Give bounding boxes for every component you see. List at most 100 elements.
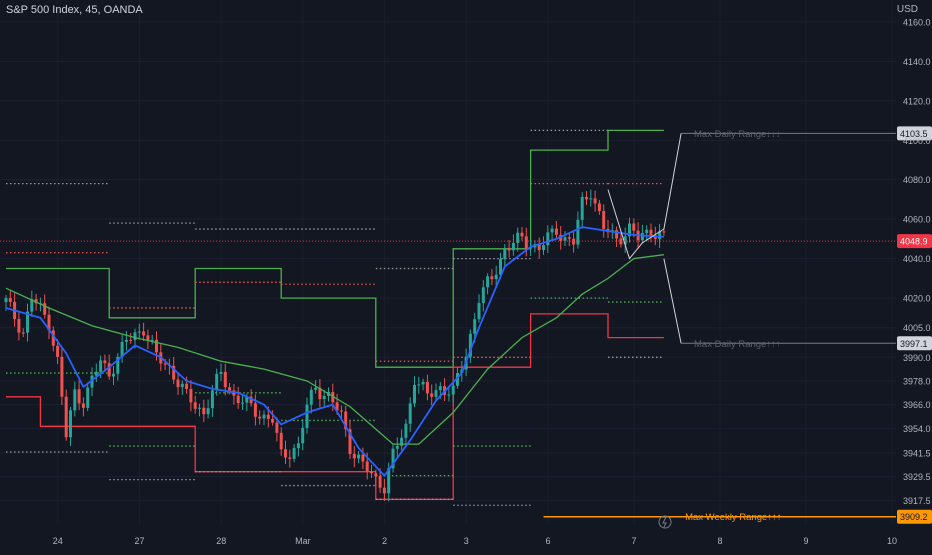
candle-body[interactable] xyxy=(499,259,502,275)
candle-body[interactable] xyxy=(219,371,223,374)
candle-body[interactable] xyxy=(649,229,653,236)
candle-body[interactable] xyxy=(155,339,158,353)
candle-body[interactable] xyxy=(193,402,197,409)
candle-body[interactable] xyxy=(524,236,528,249)
candle-body[interactable] xyxy=(292,448,296,459)
candle-body[interactable] xyxy=(628,223,631,237)
candle-body[interactable] xyxy=(8,298,12,302)
candle-body[interactable] xyxy=(189,388,193,403)
candle-body[interactable] xyxy=(34,299,38,304)
candle-body[interactable] xyxy=(348,429,352,454)
candle-body[interactable] xyxy=(546,232,550,246)
candle-body[interactable] xyxy=(245,396,249,403)
candle-body[interactable] xyxy=(21,332,25,334)
candle-body[interactable] xyxy=(395,445,399,449)
candle-body[interactable] xyxy=(511,242,515,251)
candle-body[interactable] xyxy=(662,231,666,233)
candle-body[interactable] xyxy=(60,356,64,397)
candle-body[interactable] xyxy=(30,299,34,312)
candle-body[interactable] xyxy=(572,238,576,245)
candle-body[interactable] xyxy=(378,476,382,488)
candle-body[interactable] xyxy=(447,394,451,396)
candle-body[interactable] xyxy=(374,473,378,477)
candle-body[interactable] xyxy=(602,211,606,229)
candle-body[interactable] xyxy=(258,416,262,419)
candle-body[interactable] xyxy=(215,373,219,391)
candle-body[interactable] xyxy=(241,402,244,404)
candle-body[interactable] xyxy=(142,331,146,336)
candle-body[interactable] xyxy=(301,427,305,444)
candle-body[interactable] xyxy=(593,198,597,204)
candle-body[interactable] xyxy=(198,407,201,409)
candle-body[interactable] xyxy=(335,402,339,411)
candle-body[interactable] xyxy=(400,437,404,446)
candle-body[interactable] xyxy=(202,407,206,415)
candle-body[interactable] xyxy=(81,403,85,408)
candle-body[interactable] xyxy=(314,387,318,390)
candle-body[interactable] xyxy=(133,332,137,341)
candle-body[interactable] xyxy=(275,422,279,433)
candle-body[interactable] xyxy=(90,375,94,388)
candle-body[interactable] xyxy=(116,356,120,374)
candle-body[interactable] xyxy=(640,233,644,241)
candle-body[interactable] xyxy=(172,365,176,380)
candle-body[interactable] xyxy=(537,244,541,251)
price-axis[interactable]: 4160.0 4140.0 4120.0 4100.0 4080.0 4060.0 4040… xyxy=(903,17,931,505)
candle-body[interactable] xyxy=(232,390,236,396)
time-axis[interactable]: 24 27 28 Mar 2 3 6 7 8 9 10 xyxy=(53,536,897,546)
candle-body[interactable] xyxy=(210,390,214,409)
candle-body[interactable] xyxy=(47,314,51,331)
candle-body[interactable] xyxy=(357,454,361,459)
candle-body[interactable] xyxy=(503,248,507,260)
candle-body[interactable] xyxy=(206,408,210,415)
candle-body[interactable] xyxy=(520,232,524,237)
candle-body[interactable] xyxy=(430,393,434,397)
candle-body[interactable] xyxy=(94,371,98,376)
candle-body[interactable] xyxy=(554,228,558,235)
candle-body[interactable] xyxy=(387,468,391,494)
candle-body[interactable] xyxy=(318,387,322,400)
candle-body[interactable] xyxy=(73,389,77,411)
candle-body[interactable] xyxy=(176,379,180,388)
candle-body[interactable] xyxy=(4,298,8,303)
candle-body[interactable] xyxy=(43,303,47,315)
symbol-title[interactable]: S&P 500 Index, 45, OANDA xyxy=(6,4,143,16)
candle-body[interactable] xyxy=(180,383,184,388)
candle-body[interactable] xyxy=(361,454,365,462)
lightning-icon[interactable] xyxy=(658,515,672,529)
candle-body[interactable] xyxy=(473,319,477,334)
candle-body[interactable] xyxy=(296,443,300,449)
candle-body[interactable] xyxy=(580,196,584,220)
candle-body[interactable] xyxy=(284,449,287,458)
candle-body[interactable] xyxy=(589,198,593,200)
candle-body[interactable] xyxy=(653,235,657,240)
candle-body[interactable] xyxy=(516,232,520,243)
candle-body[interactable] xyxy=(456,373,459,386)
candle-body[interactable] xyxy=(404,423,408,438)
candle-body[interactable] xyxy=(120,341,124,357)
candle-body[interactable] xyxy=(69,410,72,438)
candle-body[interactable] xyxy=(370,471,373,474)
candle-body[interactable] xyxy=(150,339,154,341)
candle-body[interactable] xyxy=(146,335,150,341)
candle-body[interactable] xyxy=(468,333,472,357)
candle-body[interactable] xyxy=(56,345,60,357)
candle-body[interactable] xyxy=(51,330,55,346)
candle-body[interactable] xyxy=(288,457,292,459)
candle-body[interactable] xyxy=(365,461,369,472)
candle-body[interactable] xyxy=(425,381,429,394)
candle-body[interactable] xyxy=(434,390,438,397)
candle-body[interactable] xyxy=(124,339,128,342)
candle-body[interactable] xyxy=(542,245,545,251)
candle-body[interactable] xyxy=(632,223,636,231)
candle-body[interactable] xyxy=(26,311,29,333)
candle-body[interactable] xyxy=(322,395,326,400)
candle-body[interactable] xyxy=(163,363,167,365)
candle-body[interactable] xyxy=(486,276,490,288)
candle-body[interactable] xyxy=(619,238,623,245)
candle-body[interactable] xyxy=(507,248,511,251)
candle-body[interactable] xyxy=(421,381,425,385)
candle-body[interactable] xyxy=(266,414,270,419)
candle-body[interactable] xyxy=(382,487,386,494)
